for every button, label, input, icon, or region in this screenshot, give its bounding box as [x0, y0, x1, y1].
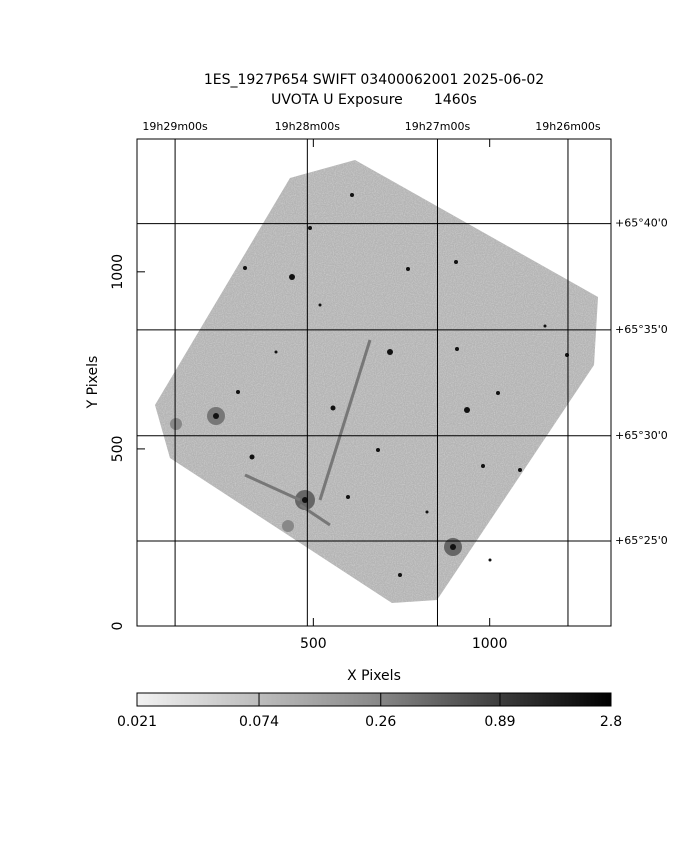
dec-tick-label: +65°40'0: [615, 217, 668, 230]
x-tick-label: 1000: [472, 636, 508, 652]
colorbar-tick-label: 2.8: [600, 714, 622, 730]
colorbar: [136, 692, 612, 707]
dec-tick-label: +65°35'0: [615, 323, 668, 336]
x-tick-label: 500: [300, 636, 327, 652]
x-axis-label: X Pixels: [347, 668, 401, 684]
chart-title: 1ES_1927P654 SWIFT 03400062001 2025-06-0…: [204, 72, 544, 88]
ra-tick-label: 19h29m00s: [142, 120, 208, 133]
dec-tick-label: +65°30'0: [615, 429, 668, 442]
colorbar-tick-label: 0.26: [365, 714, 396, 730]
colorbar-tick-label: 0.021: [117, 714, 157, 730]
colorbar-tick-label: 0.074: [239, 714, 279, 730]
y-tick-label: 500: [110, 436, 126, 463]
plot-frame: [136, 138, 612, 627]
y-tick-label: 1000: [110, 254, 126, 290]
ra-tick-label: 19h26m00s: [535, 120, 601, 133]
y-tick-label: 0: [110, 622, 126, 631]
colorbar-tick-label: 0.89: [484, 714, 515, 730]
ra-tick-label: 19h27m00s: [405, 120, 471, 133]
chart-subtitle: UVOTA U Exposure 1460s: [271, 92, 477, 108]
y-axis-label: Y Pixels: [85, 356, 101, 410]
ra-tick-label: 19h28m00s: [275, 120, 341, 133]
dec-tick-label: +65°25'0: [615, 534, 668, 547]
